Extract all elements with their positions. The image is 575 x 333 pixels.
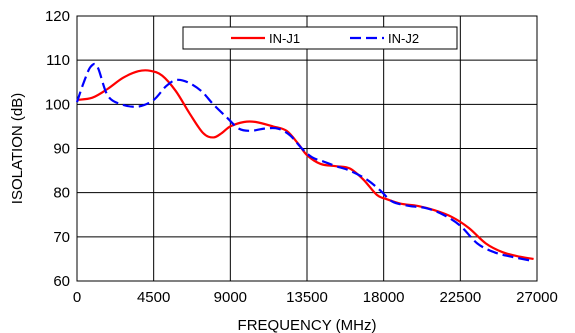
x-tick-label: 22500: [439, 289, 481, 306]
y-tick-label: 90: [53, 141, 70, 158]
y-tick-label: 80: [53, 185, 70, 202]
y-tick-label: 100: [45, 96, 70, 113]
x-tick-label: 9000: [214, 289, 247, 306]
x-tick-label: 18000: [363, 289, 405, 306]
series-line-in-j2: [75, 62, 534, 263]
x-tick-label: 13500: [286, 289, 328, 306]
x-axis-title: FREQUENCY (MHz): [238, 317, 377, 333]
y-axis-title: ISOLATION (dB): [9, 93, 26, 204]
legend: IN-J1 IN-J2: [182, 26, 458, 50]
series-layer: [75, 62, 534, 263]
y-tick-labels: 60 70 80 90 100 110 120: [45, 8, 70, 290]
x-tick-label: 27000: [516, 289, 558, 306]
y-tick-label: 70: [53, 229, 70, 246]
grid: [77, 16, 537, 281]
x-tick-label: 4500: [137, 289, 170, 306]
plot-area-frame: [76, 15, 538, 282]
x-tick-labels: 0 4500 9000 13500 18000 22500 27000: [73, 289, 558, 306]
y-tick-label: 60: [53, 273, 70, 290]
legend-label-in-j1: IN-J1: [269, 31, 300, 46]
y-tick-label: 120: [45, 8, 70, 25]
x-tick-label: 0: [73, 289, 81, 306]
legend-label-in-j2: IN-J2: [388, 31, 419, 46]
y-tick-label: 110: [46, 52, 70, 69]
legend-box: [182, 26, 458, 50]
